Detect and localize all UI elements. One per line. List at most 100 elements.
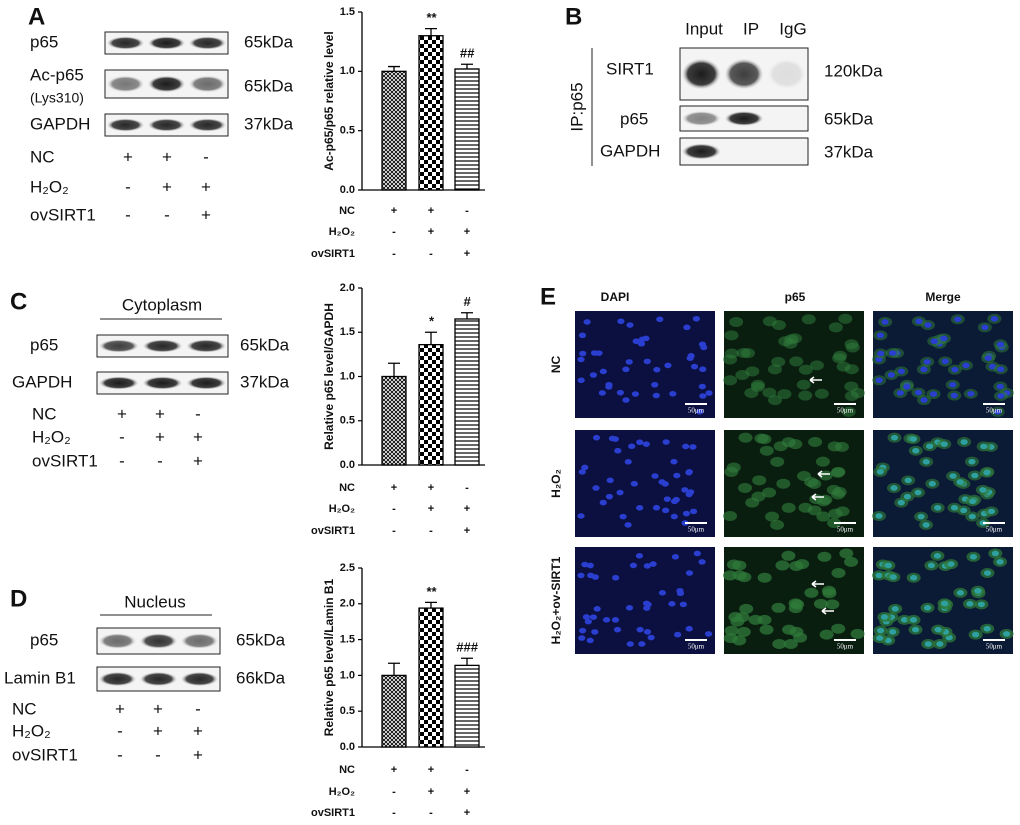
nucleus [983,570,992,576]
cell-p65 [728,611,743,622]
label: H₂O₂+ov-SIRT1 [549,556,563,644]
cell-p65 [736,626,751,637]
cell-p65 [844,339,859,350]
nucleus [889,629,897,635]
nucleus [586,637,594,644]
cell-p65 [831,623,846,634]
label: - [195,404,201,423]
label: 1.0 [340,370,355,382]
error-bar [425,601,437,609]
arrow [811,580,824,588]
nucleus [668,601,676,607]
nucleus [636,504,644,511]
nucleus [897,368,905,375]
nucleus [983,625,991,632]
cell-p65 [723,375,738,386]
label: - [164,205,170,224]
label: 2.0 [340,282,355,294]
micrograph [575,547,715,654]
cell-p65 [813,598,828,609]
band [147,118,186,132]
cell-p65 [759,624,774,635]
label: + [464,807,470,819]
label: + [153,699,163,718]
nucleus [997,393,1005,399]
nucleus [611,436,619,442]
nucleus [679,601,687,608]
cell-p65 [796,379,811,390]
error-bar [425,27,437,36]
cell-p65 [826,484,841,495]
nucleus [685,469,693,476]
nucleus [687,489,695,495]
cell-p65 [723,510,738,521]
label: 50μm [688,643,705,651]
label: H₂O₂ [32,427,71,446]
band [186,339,227,353]
cell-p65 [771,602,786,613]
cell-p65 [816,511,831,522]
nucleus [896,390,904,396]
nucleus [577,377,585,384]
label: 37kDa [240,372,290,391]
cell-p65 [788,439,803,450]
cell-p65 [782,624,797,635]
cell-p65 [724,330,739,341]
label: + [428,764,434,776]
cell-p65 [738,432,753,443]
nucleus [616,489,624,496]
band [180,671,219,687]
nucleus [949,473,957,479]
label: + [428,786,434,798]
label: + [155,404,165,423]
nucleus [920,397,928,403]
nucleus [631,391,640,397]
label: Cytoplasm [122,295,202,314]
nucleus [924,641,932,647]
nucleus [903,493,912,500]
band [106,118,145,132]
cell-p65 [736,348,751,359]
cell-p65 [783,638,798,649]
nucleus [586,562,594,569]
nucleus [624,459,632,465]
cell-p65 [831,568,846,579]
cell-p65 [771,356,786,367]
nucleus [577,356,585,363]
nucleus [591,574,599,580]
label: + [162,147,172,166]
nucleus [987,508,996,515]
label: 50μm [986,643,1003,651]
cell-p65 [738,482,753,493]
error-bar [388,662,400,676]
nucleus [630,480,638,487]
label: + [115,699,125,718]
label: + [193,745,203,764]
nucleus [685,625,693,632]
micrograph [575,311,715,418]
band [681,58,721,90]
cell-p65 [827,441,842,452]
nucleus [990,315,998,322]
nucleus [647,634,655,641]
nucleus [625,605,634,611]
label: IP [743,19,759,38]
nucleus [877,627,885,634]
nucleus [954,316,962,323]
nucleus [977,601,985,608]
nucleus [917,513,925,520]
cell-p65 [825,599,840,610]
nucleus [690,363,699,370]
cell-p65 [773,441,788,452]
nucleus [671,554,680,560]
nucleus [670,458,678,465]
nucleus [578,635,586,641]
bar [454,664,480,748]
error-bar [388,362,400,377]
band [139,633,178,649]
label: + [391,482,397,494]
band [188,75,227,93]
nucleus [909,436,917,442]
nucleus [971,472,979,479]
error-bar [388,65,400,72]
